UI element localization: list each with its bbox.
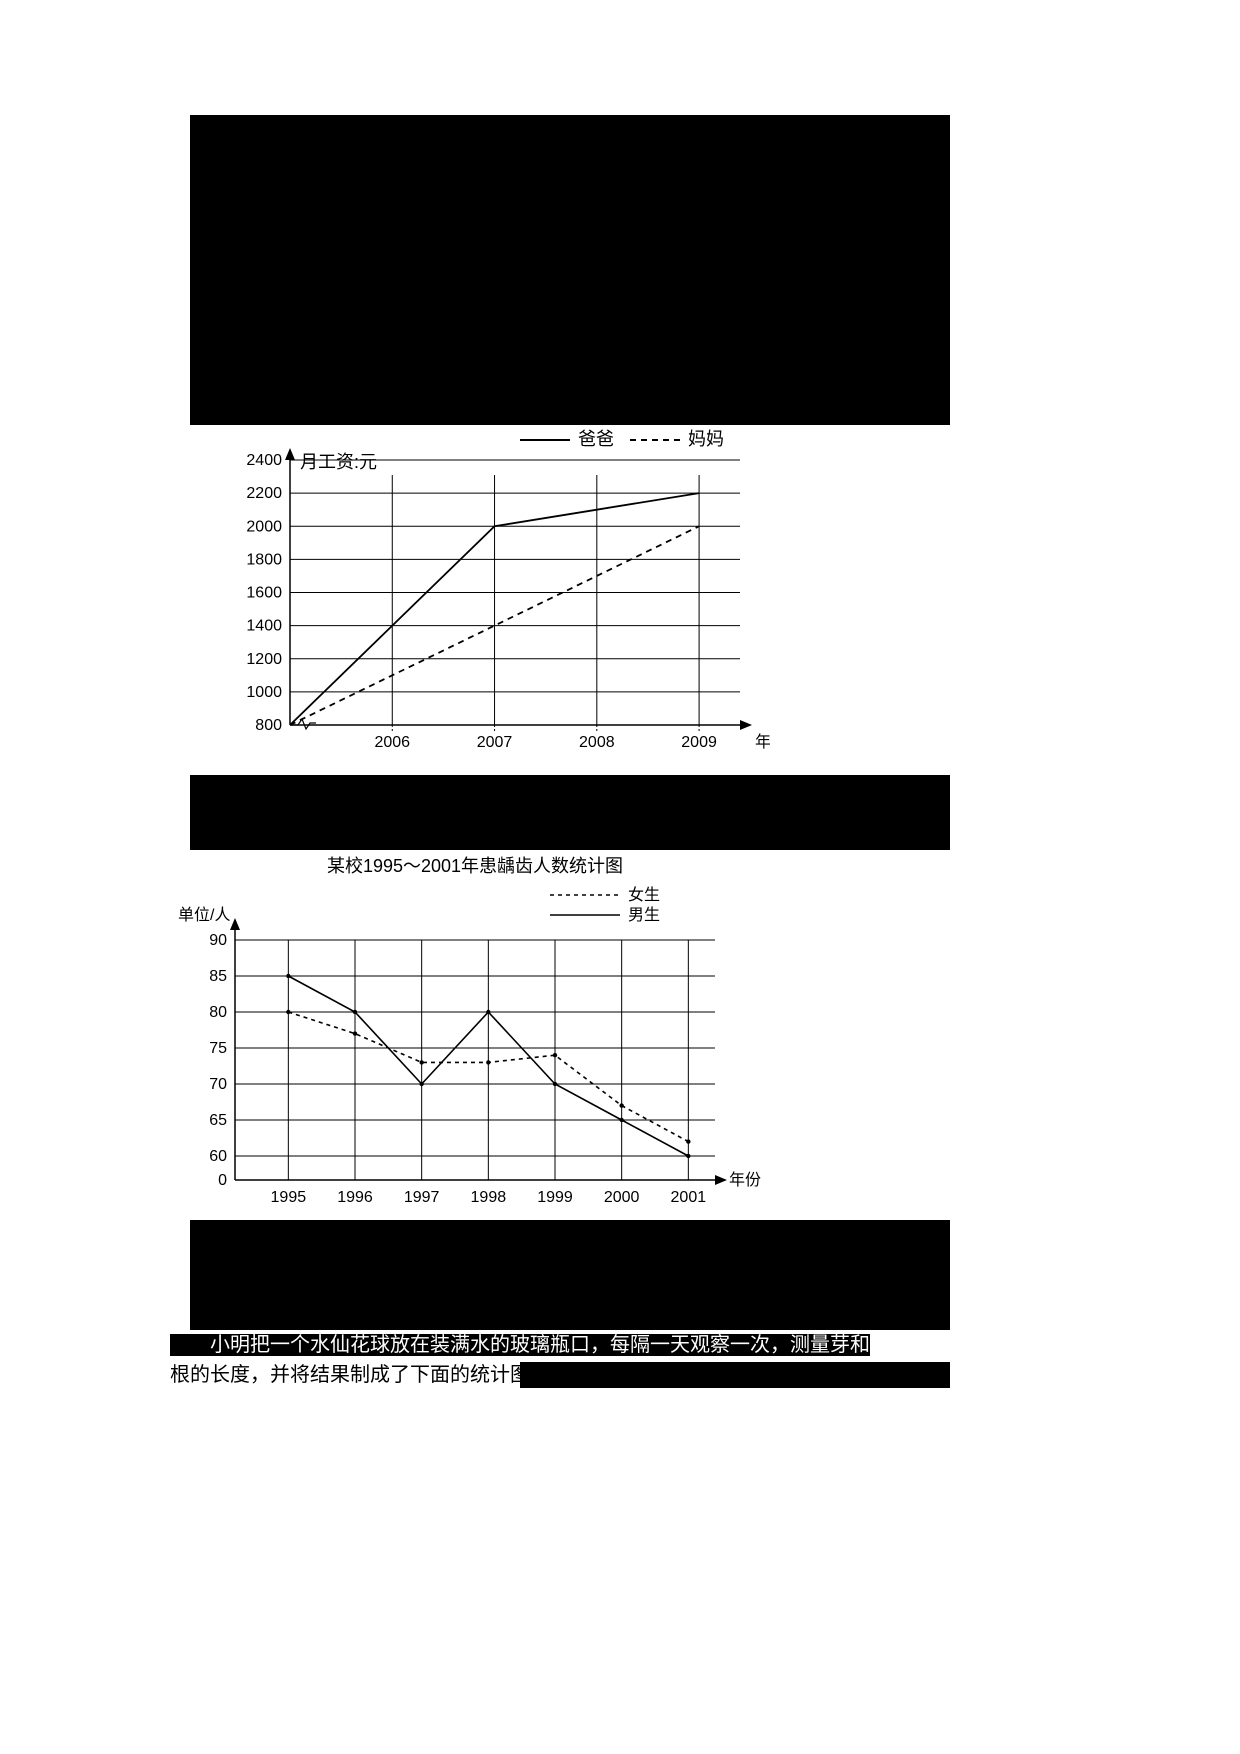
svg-text:85: 85 xyxy=(209,968,227,985)
svg-text:月工资:元: 月工资:元 xyxy=(300,452,377,472)
masked-region-low xyxy=(190,1220,950,1330)
svg-text:1800: 1800 xyxy=(246,551,282,568)
page: 爸爸妈妈月工资:元8001000120014001600180020002200… xyxy=(0,0,1240,1754)
svg-text:800: 800 xyxy=(255,717,282,734)
salary-chart: 爸爸 妈妈月工资:元 800 1000 1200 1400 1600 1800 2000 2200… xyxy=(220,425,770,775)
svg-text:1995: 1995 xyxy=(271,1189,307,1206)
svg-text:1998: 1998 xyxy=(471,1189,507,1206)
paragraph-line1: 小明把一个水仙花球放在装满水的玻璃瓶口，每隔一天观察一次，测量芽和 xyxy=(170,1334,870,1356)
svg-text:某校1995～2001年患龋齿人数统计图: 某校1995～2001年患龋齿人数统计图 xyxy=(327,856,623,876)
svg-text:2000: 2000 xyxy=(246,518,282,535)
svg-text:年份: 年份 xyxy=(755,733,770,751)
svg-text:2009: 2009 xyxy=(681,734,717,751)
svg-text:2008: 2008 xyxy=(579,734,615,751)
svg-text:65: 65 xyxy=(209,1112,227,1129)
svg-text:2000: 2000 xyxy=(604,1189,640,1206)
svg-text:2006: 2006 xyxy=(374,734,410,751)
salary-chart-svg: 爸爸 妈妈月工资:元 800 1000 1200 1400 1600 1800 2000 2200… xyxy=(220,425,770,775)
masked-region-mid xyxy=(190,775,950,850)
svg-text:2200: 2200 xyxy=(246,485,282,502)
svg-text:75: 75 xyxy=(209,1040,227,1057)
svg-text:80: 80 xyxy=(209,1004,227,1021)
svg-text:1600: 1600 xyxy=(246,585,282,602)
svg-text:2001: 2001 xyxy=(671,1189,707,1206)
svg-text:单位/人: 单位/人 xyxy=(178,906,230,924)
svg-text:0: 0 xyxy=(218,1172,227,1189)
svg-text:男生: 男生 xyxy=(628,906,660,924)
svg-text:1200: 1200 xyxy=(246,651,282,668)
svg-text:70: 70 xyxy=(209,1076,227,1093)
caries-chart-svg: 某校1995～2001年患龋齿人数统计图女生男生 单位/人 0 60 65 70 75 80 8… xyxy=(170,850,780,1220)
svg-text:1996: 1996 xyxy=(337,1189,373,1206)
svg-text:1999: 1999 xyxy=(537,1189,573,1206)
svg-text:2007: 2007 xyxy=(477,734,513,751)
svg-text:爸爸: 爸爸 xyxy=(578,429,614,449)
svg-text:1400: 1400 xyxy=(246,618,282,635)
svg-text:妈妈: 妈妈 xyxy=(688,429,724,449)
svg-text:女生: 女生 xyxy=(628,885,660,904)
svg-text:90: 90 xyxy=(209,932,227,949)
svg-text:2400: 2400 xyxy=(246,452,282,469)
svg-text:60: 60 xyxy=(209,1148,227,1165)
caries-chart: 某校1995～2001年患龋齿人数统计图女生男生 单位/人 0 60 65 70 75 80 8… xyxy=(170,850,780,1220)
masked-region-after-text xyxy=(520,1362,950,1388)
svg-text:1000: 1000 xyxy=(246,684,282,701)
masked-region-top xyxy=(190,115,950,425)
paragraph-line2: 根的长度，并将结果制成了下面的统计图． xyxy=(170,1364,550,1386)
svg-text:年份: 年份 xyxy=(729,1171,761,1189)
svg-text:1997: 1997 xyxy=(404,1189,440,1206)
